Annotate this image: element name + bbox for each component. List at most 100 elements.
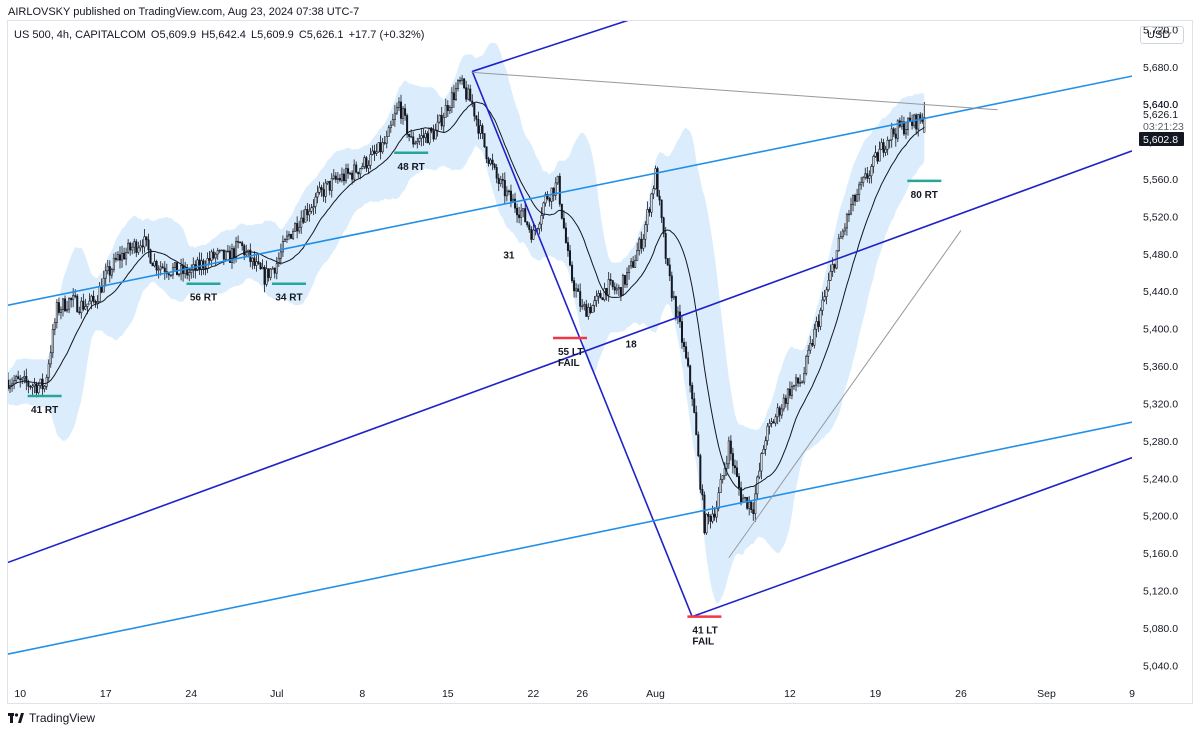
candle-body: [888, 139, 891, 141]
trend-line[interactable]: [8, 75, 1132, 307]
candle: [145, 236, 148, 247]
candle: [161, 263, 164, 269]
candle: [648, 207, 651, 217]
currency-selector[interactable]: USD: [1140, 26, 1184, 44]
candle: [375, 143, 378, 156]
candle-body: [371, 150, 374, 155]
candle-body: [509, 190, 512, 202]
candle: [573, 277, 576, 298]
annotation: 18: [626, 339, 638, 350]
candle-body: [377, 142, 380, 153]
candle: [114, 252, 117, 263]
trend-line[interactable]: [728, 230, 962, 559]
annotation: 31: [503, 251, 515, 262]
candle-body: [709, 516, 712, 522]
ohlc-change: +17.7 (+0.32%): [348, 29, 425, 41]
candle: [241, 240, 244, 251]
candle: [273, 267, 276, 279]
candle: [265, 260, 268, 287]
candle-body: [461, 78, 464, 81]
candle-body: [155, 261, 158, 271]
candle-body: [546, 194, 549, 199]
candle-body: [279, 251, 282, 259]
candle-body: [121, 252, 124, 261]
candle-body: [80, 300, 83, 314]
candle: [436, 114, 439, 137]
candle: [868, 170, 871, 184]
candle: [642, 234, 645, 252]
candle-body: [642, 238, 645, 249]
candle-body: [662, 217, 665, 234]
candle-body: [104, 270, 107, 279]
candle-body: [467, 88, 470, 100]
candle-body: [603, 288, 606, 301]
time-tick-label: 22: [528, 688, 540, 700]
candle: [237, 235, 240, 249]
candle: [575, 283, 578, 298]
candle: [548, 196, 551, 207]
candle: [792, 384, 795, 390]
candle-body: [805, 356, 808, 374]
candle: [801, 380, 804, 384]
candle-body: [261, 266, 264, 270]
candle: [917, 113, 920, 137]
candle: [487, 156, 490, 167]
trend-line[interactable]: [471, 71, 693, 617]
candle-body: [110, 269, 113, 276]
candle-body: [84, 306, 87, 310]
candle: [833, 263, 836, 273]
candle-body: [78, 311, 81, 314]
candle-body: [562, 217, 565, 229]
candle-body: [330, 178, 333, 191]
candle-body: [778, 407, 781, 416]
candle-body: [267, 268, 270, 278]
candle: [520, 203, 523, 226]
candle: [355, 161, 358, 174]
candle: [55, 299, 58, 329]
candle: [149, 248, 152, 264]
candle-body: [123, 252, 126, 260]
trend-line[interactable]: [8, 421, 1132, 655]
candle-body: [444, 105, 447, 118]
candle: [133, 238, 136, 254]
candle-body: [436, 121, 439, 131]
candle: [363, 155, 366, 170]
candle: [491, 153, 494, 171]
candle: [479, 120, 482, 140]
candle-body: [302, 217, 305, 223]
ohlc-close: C5,626.1: [298, 29, 344, 41]
candle: [127, 239, 130, 254]
trend-line[interactable]: [472, 15, 643, 73]
time-tick-label: 24: [185, 688, 197, 700]
symbol-name[interactable]: US 500, 4h, CAPITALCOM: [14, 29, 146, 41]
candle: [845, 212, 848, 236]
candle: [697, 431, 700, 458]
candle: [815, 316, 818, 338]
candle: [571, 261, 574, 283]
candle-body: [564, 227, 567, 243]
candle-body: [406, 115, 409, 135]
trend-line[interactable]: [691, 456, 1132, 618]
candle-body: [353, 164, 356, 180]
trend-line[interactable]: [8, 150, 1132, 564]
candle: [538, 221, 541, 235]
candle-body: [287, 234, 291, 237]
candle-body: [723, 467, 726, 476]
candle-body: [587, 307, 590, 317]
candle: [481, 123, 484, 140]
price-tick-label: 5,720.0: [1143, 24, 1178, 36]
trend-line[interactable]: [472, 71, 998, 111]
candle: [668, 257, 671, 282]
candle: [577, 284, 580, 292]
candle: [774, 413, 777, 427]
candle-body: [118, 254, 122, 261]
candle: [746, 496, 749, 510]
footer-brand[interactable]: TradingView: [8, 711, 95, 725]
time-axis[interactable]: 10 17 24 Jul 8 15 22 26 Aug 12 19 26 Sep 9: [14, 688, 1135, 700]
trend-lines[interactable]: [8, 15, 1132, 655]
candle-body: [224, 251, 227, 260]
candle-body: [917, 114, 920, 130]
candle-body: [402, 108, 405, 119]
annotation-label: FAIL: [692, 637, 714, 648]
